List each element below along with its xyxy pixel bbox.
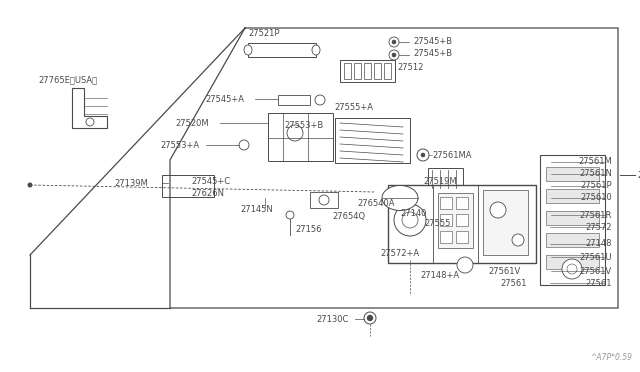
Circle shape	[392, 40, 396, 44]
Bar	[248, 43, 316, 57]
Bar	[354, 63, 361, 79]
Circle shape	[286, 211, 294, 219]
Text: 27145N: 27145N	[240, 205, 273, 215]
Bar	[335, 118, 410, 163]
Text: 27519M: 27519M	[423, 176, 456, 186]
Ellipse shape	[244, 45, 252, 55]
Text: 27555: 27555	[424, 218, 451, 228]
Text: 27148+A: 27148+A	[420, 270, 459, 279]
Bar	[546, 255, 599, 269]
Bar	[440, 197, 452, 209]
Circle shape	[402, 212, 418, 228]
Text: 27520M: 27520M	[175, 119, 209, 128]
Bar	[540, 155, 605, 285]
Bar	[456, 231, 468, 243]
Text: 27561M: 27561M	[579, 157, 612, 167]
Circle shape	[457, 257, 473, 273]
Circle shape	[239, 140, 249, 150]
Circle shape	[490, 202, 506, 218]
Bar	[440, 214, 452, 226]
Bar	[546, 211, 599, 225]
Text: 27654Q: 27654Q	[332, 212, 365, 221]
Circle shape	[512, 234, 524, 246]
Text: 27545+C: 27545+C	[191, 176, 230, 186]
Text: 27140: 27140	[400, 209, 426, 218]
Circle shape	[562, 259, 582, 279]
Text: 27130: 27130	[637, 170, 640, 180]
Bar	[374, 63, 381, 79]
Text: 27561R: 27561R	[580, 211, 612, 219]
Text: 27626N: 27626N	[191, 189, 224, 198]
Bar	[310, 192, 338, 208]
Text: 27561P: 27561P	[580, 182, 612, 190]
Text: 27545+A: 27545+A	[205, 94, 244, 103]
Bar	[388, 185, 536, 263]
Circle shape	[417, 149, 429, 161]
Text: 27156: 27156	[295, 224, 321, 234]
Bar	[456, 197, 468, 209]
Bar	[440, 231, 452, 243]
Bar	[268, 113, 333, 161]
Bar	[438, 193, 473, 248]
Circle shape	[364, 312, 376, 324]
Text: 27572: 27572	[586, 222, 612, 231]
Circle shape	[315, 95, 325, 105]
Text: 27561MA: 27561MA	[432, 151, 472, 160]
Circle shape	[389, 50, 399, 60]
Text: 27553+A: 27553+A	[160, 141, 199, 150]
Circle shape	[567, 264, 577, 274]
Text: 27572+A: 27572+A	[380, 248, 419, 257]
Text: 27521P: 27521P	[248, 29, 280, 38]
Circle shape	[421, 153, 425, 157]
Text: 27512: 27512	[397, 64, 424, 73]
Circle shape	[389, 37, 399, 47]
Text: 27545+B: 27545+B	[413, 49, 452, 58]
Circle shape	[28, 183, 33, 187]
Bar	[546, 167, 599, 181]
Text: 27561V: 27561V	[488, 266, 520, 276]
Ellipse shape	[312, 45, 320, 55]
Text: 27561U: 27561U	[579, 253, 612, 262]
Text: 27148: 27148	[586, 240, 612, 248]
Ellipse shape	[382, 186, 418, 211]
Text: 27555+A: 27555+A	[334, 103, 373, 112]
Text: 27765E〈USA〉: 27765E〈USA〉	[38, 75, 97, 84]
Text: 27130C: 27130C	[317, 314, 349, 324]
Text: 27553+B: 27553+B	[284, 122, 323, 131]
Bar	[483, 190, 528, 255]
Text: 27561: 27561	[586, 279, 612, 288]
Bar	[364, 63, 371, 79]
Text: 27561V: 27561V	[580, 266, 612, 276]
Bar	[546, 189, 599, 203]
Bar	[428, 168, 463, 190]
Bar	[344, 63, 351, 79]
Text: 276540A: 276540A	[357, 199, 394, 208]
Text: 27139M: 27139M	[114, 179, 148, 187]
Circle shape	[287, 125, 303, 141]
Text: 27561N: 27561N	[579, 170, 612, 179]
Circle shape	[367, 315, 372, 321]
Circle shape	[394, 204, 426, 236]
Circle shape	[319, 195, 329, 205]
Bar	[456, 214, 468, 226]
Text: ^A7P*0.59: ^A7P*0.59	[590, 353, 632, 362]
Bar	[278, 95, 310, 105]
Bar	[546, 233, 599, 247]
Text: 27561: 27561	[500, 279, 527, 288]
Bar	[384, 63, 391, 79]
Text: 27545+B: 27545+B	[413, 37, 452, 46]
Bar	[340, 60, 395, 82]
Circle shape	[392, 53, 396, 57]
Bar	[162, 175, 214, 197]
Text: 275610: 275610	[580, 193, 612, 202]
